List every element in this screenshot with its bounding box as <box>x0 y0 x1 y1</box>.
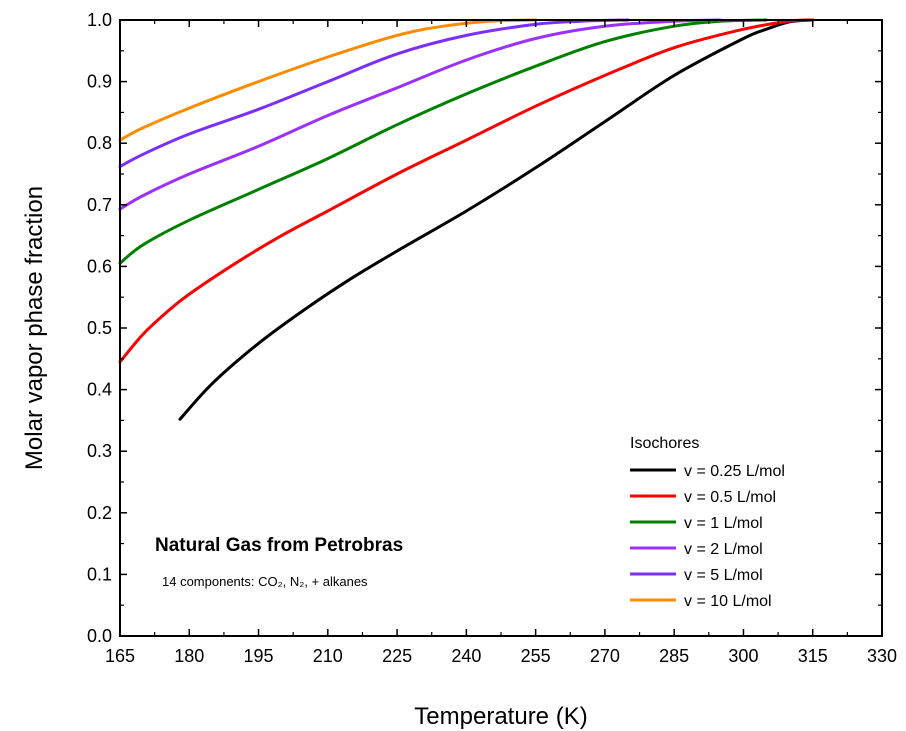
legend-entry-label: v = 0.25 L/mol <box>684 463 785 480</box>
y-tick-label: 0.5 <box>87 318 112 338</box>
series-line-2 <box>118 18 815 364</box>
y-axis: 0.0 0.1 0.2 0.3 0.4 0.5 0.6 0.7 0.8 0.9 1.0 <box>87 10 882 646</box>
x-axis-title: Temperature (K) <box>414 703 587 730</box>
x-tick-label: 300 <box>728 646 758 666</box>
x-tick-label: 195 <box>244 646 274 666</box>
legend: Isochores v = 0.25 L/mol v = 0.5 L/mol v =… <box>630 435 785 610</box>
legend-entry-label: v = 10 L/mol <box>684 593 772 610</box>
y-tick-label: 0.6 <box>87 256 112 276</box>
x-tick-label: 270 <box>590 646 620 666</box>
y-tick-label: 0.0 <box>87 626 112 646</box>
legend-title: Isochores <box>630 435 699 452</box>
legend-entry-label: v = 5 L/mol <box>684 567 763 584</box>
legend-entry-label: v = 2 L/mol <box>684 541 763 558</box>
y-axis-title: Molar vapor phase fraction <box>21 186 48 470</box>
y-tick-label: 0.2 <box>87 503 112 523</box>
legend-entry-label: v = 1 L/mol <box>684 515 763 532</box>
x-tick-label: 165 <box>105 646 135 666</box>
x-tick-label: 285 <box>659 646 689 666</box>
legend-entry-label: v = 0.5 L/mol <box>684 489 776 506</box>
x-axis: 165 180 195 210 225 240 255 270 285 300 315 330 <box>105 20 897 666</box>
series-lines <box>118 18 815 421</box>
y-tick-label: 1.0 <box>87 10 112 30</box>
annotation-subtitle: 14 components: CO₂, N₂, + alkanes <box>162 574 368 589</box>
x-tick-label: 210 <box>313 646 343 666</box>
annotation-title: Natural Gas from Petrobras <box>155 535 403 556</box>
x-tick-label: 255 <box>521 646 551 666</box>
y-tick-label: 0.7 <box>87 195 112 215</box>
y-tick-label: 0.1 <box>87 564 112 584</box>
x-tick-label: 240 <box>451 646 481 666</box>
series-line-4 <box>118 18 722 211</box>
y-tick-label: 0.4 <box>87 380 112 400</box>
series-line-3 <box>118 18 768 265</box>
y-tick-label: 0.9 <box>87 72 112 92</box>
y-tick-label: 0.3 <box>87 441 112 461</box>
series-line-6 <box>118 18 538 142</box>
x-tick-label: 330 <box>867 646 897 666</box>
chart-annotation: Natural Gas from Petrobras 14 components… <box>155 535 403 589</box>
series-line-5 <box>118 18 630 169</box>
series-line-1 <box>178 18 815 421</box>
x-tick-label: 225 <box>382 646 412 666</box>
x-tick-label: 180 <box>174 646 204 666</box>
y-tick-label: 0.8 <box>87 133 112 153</box>
x-tick-label: 315 <box>798 646 828 666</box>
